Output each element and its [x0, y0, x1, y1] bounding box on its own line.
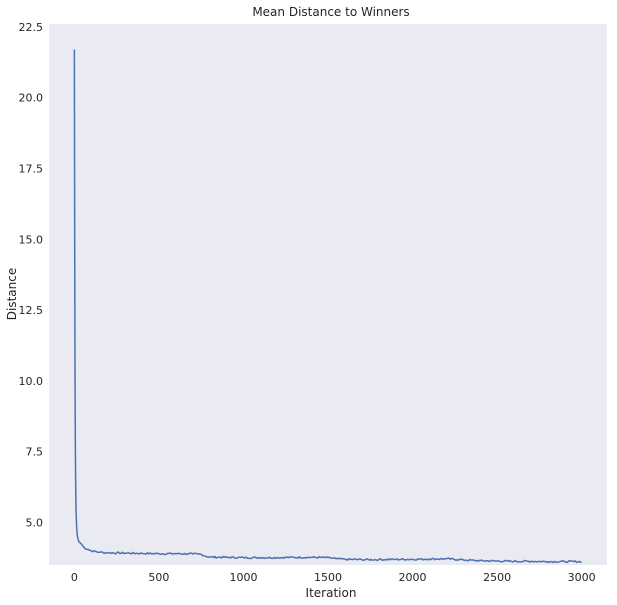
x-axis-label: Iteration [306, 586, 357, 600]
series-line [73, 49, 583, 564]
y-tick-label: 12.5 [19, 304, 44, 317]
y-tick-label: 17.5 [19, 162, 44, 175]
y-tick-label: 7.5 [26, 446, 44, 459]
x-tick-label: 500 [148, 571, 169, 584]
x-tick-label: 0 [71, 571, 78, 584]
chart-title: Mean Distance to Winners [252, 5, 409, 19]
y-tick-label: 22.5 [19, 21, 44, 34]
x-tick-label: 2000 [399, 571, 427, 584]
x-tick-label: 1500 [314, 571, 342, 584]
y-tick-label: 5.0 [26, 517, 44, 530]
plot-background [49, 24, 607, 565]
y-axis: 5.0 7.5 10.0 12.5 15.0 17.5 20.0 22.5 [19, 21, 44, 530]
x-tick-label: 3000 [568, 571, 596, 584]
x-tick-label: 1000 [229, 571, 257, 584]
y-tick-label: 20.0 [19, 92, 44, 105]
x-axis: 0 500 1000 1500 2000 2500 3000 [71, 571, 596, 584]
y-tick-label: 10.0 [19, 375, 44, 388]
y-tick-label: 15.0 [19, 233, 44, 246]
x-tick-label: 2500 [483, 571, 511, 584]
y-axis-label: Distance [5, 268, 19, 320]
